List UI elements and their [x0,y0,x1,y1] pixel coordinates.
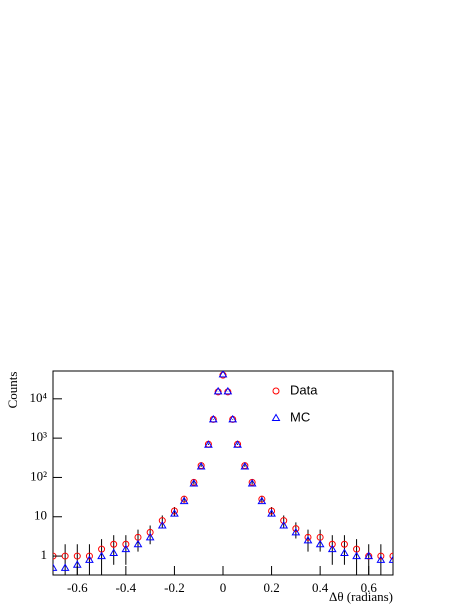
marker [223,386,233,395]
x-tick-label: 0.2 [263,580,279,595]
marker [208,414,218,423]
marker [328,540,336,548]
marker [121,544,131,553]
marker [377,552,385,560]
marker [340,540,348,548]
x-tick-label: -0.6 [67,580,88,595]
marker [158,517,166,525]
x-tick-label: 0.6 [361,580,378,595]
marker [228,414,238,423]
marker [272,387,280,395]
marker [292,525,300,533]
marker [291,527,301,536]
legend-label: Data [290,382,318,397]
marker [85,555,94,563]
marker [133,539,143,548]
x-tick-label: 0 [220,580,227,595]
marker [327,544,337,553]
marker [280,517,288,525]
marker [189,479,199,487]
y-axis-label: Counts [5,372,20,409]
legend-label: MC [290,409,310,424]
marker [240,461,250,470]
marker [61,552,69,560]
marker [247,479,257,487]
marker [122,540,130,548]
marker [157,520,167,529]
marker [170,509,179,517]
y-tick-label: 10 [34,508,47,523]
marker [97,551,106,560]
marker [60,563,70,571]
plot-frame [52,370,394,576]
marker [146,528,154,536]
marker [389,552,393,560]
marker [204,440,213,448]
marker [257,496,267,505]
marker [224,388,232,396]
marker [180,495,188,503]
marker [109,548,119,556]
marker [170,507,178,515]
x-tick-label: 0.4 [312,580,329,595]
x-tick-label: -0.2 [164,580,185,595]
marker [268,507,276,515]
marker [303,535,313,544]
marker [213,386,223,395]
y-tick-label: 10⁴ [29,390,47,405]
marker [233,440,242,448]
y-tick-label: 10² [30,468,47,483]
marker [73,552,81,560]
marker [145,532,155,541]
marker [271,413,281,421]
marker [315,539,325,548]
marker [214,388,222,396]
marker [110,540,118,548]
plot-area [53,371,393,575]
marker [304,533,312,541]
y-tick-label: 1 [41,547,48,562]
marker [196,461,206,470]
marker [218,371,228,378]
y-tick-label: 10³ [30,429,47,444]
marker [376,555,386,563]
marker [258,495,266,503]
x-tick-label: -0.4 [116,580,137,595]
marker [279,520,289,529]
marker [85,552,93,560]
marker [352,551,361,560]
marker [340,548,349,556]
marker [388,555,393,563]
marker [53,563,58,571]
marker [179,496,189,505]
marker [267,509,276,517]
marker [364,551,374,560]
x-axis-label: Δθ (radians) [329,589,393,604]
